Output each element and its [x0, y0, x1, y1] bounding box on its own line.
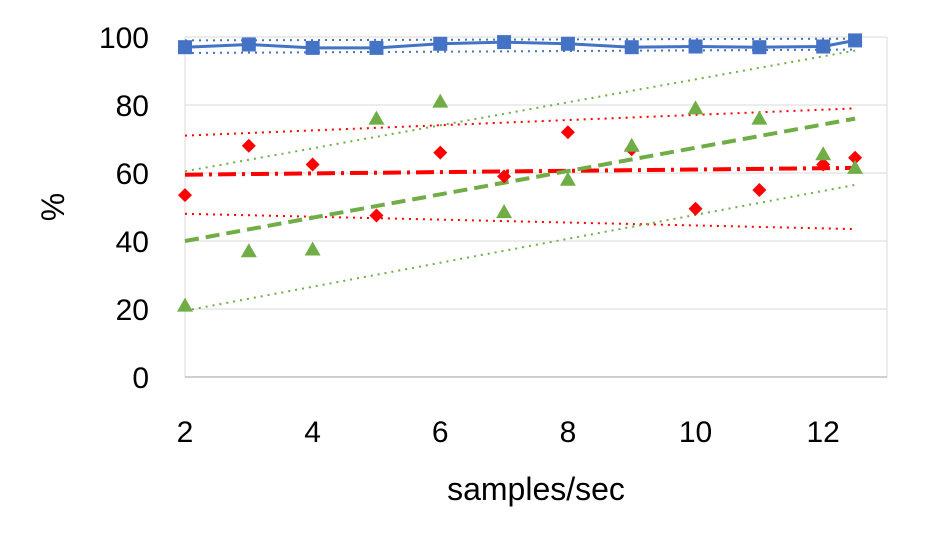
- data-point-square: [433, 36, 448, 51]
- series-line: [184, 38, 856, 50]
- data-point-triangle: [496, 204, 513, 219]
- data-point-square: [752, 40, 767, 55]
- x-tick-label: 10: [679, 416, 712, 449]
- y-tick-label: 60: [116, 158, 149, 191]
- data-series: [177, 33, 864, 312]
- data-point-triangle: [559, 171, 576, 186]
- data-point-triangle: [177, 297, 193, 312]
- data-point-square: [178, 40, 192, 55]
- data-point-triangle: [687, 100, 704, 115]
- data-point-square: [369, 40, 384, 55]
- tick-labels: 0 20 40 60 80 100 2 4 6 8 10 12: [99, 22, 840, 449]
- data-point-square: [497, 35, 512, 50]
- data-point-diamond: [178, 188, 192, 203]
- data-point-square: [816, 39, 831, 54]
- y-tick-label: 0: [132, 362, 149, 395]
- data-point-diamond: [241, 138, 256, 153]
- data-point-square: [624, 40, 639, 55]
- trend-lines: [184, 37, 856, 312]
- x-axis-title: samples/sec: [447, 471, 625, 507]
- data-point-square: [848, 33, 863, 48]
- trend-line: [184, 116, 856, 243]
- x-tick-label: 8: [560, 416, 577, 449]
- data-point-triangle: [847, 159, 864, 174]
- data-point-triangle: [432, 93, 449, 108]
- data-point-diamond: [497, 169, 512, 184]
- x-tick-label: 2: [177, 416, 194, 449]
- data-point-triangle: [240, 243, 257, 258]
- trend-line: [184, 49, 856, 173]
- data-point-square: [305, 40, 320, 55]
- data-point-diamond: [305, 157, 320, 172]
- y-axis-title: %: [35, 193, 71, 221]
- y-tick-label: 20: [116, 294, 149, 327]
- data-point-triangle: [815, 146, 832, 161]
- data-point-triangle: [751, 110, 768, 125]
- data-point-triangle: [623, 137, 640, 152]
- trend-line: [184, 183, 856, 312]
- data-point-square: [688, 39, 703, 54]
- x-tick-label: 4: [304, 416, 321, 449]
- gridlines: [185, 36, 887, 378]
- data-point-diamond: [752, 183, 767, 197]
- y-tick-label: 100: [99, 22, 149, 55]
- data-point-diamond: [433, 145, 448, 160]
- x-tick-label: 12: [806, 416, 839, 449]
- data-point-diamond: [369, 208, 384, 223]
- data-point-diamond: [816, 157, 831, 172]
- trend-line: [184, 37, 856, 42]
- data-point-diamond: [560, 125, 575, 140]
- x-tick-label: 6: [432, 416, 449, 449]
- data-point-diamond: [848, 150, 863, 165]
- y-tick-label: 40: [116, 226, 149, 259]
- data-point-triangle: [368, 110, 385, 125]
- y-tick-label: 80: [116, 90, 149, 123]
- data-point-diamond: [688, 201, 703, 216]
- trend-line: [184, 165, 856, 177]
- axes: [184, 37, 888, 378]
- trend-line: [184, 212, 856, 231]
- data-point-triangle: [304, 241, 321, 256]
- data-point-square: [241, 37, 256, 52]
- data-point-square: [560, 36, 575, 51]
